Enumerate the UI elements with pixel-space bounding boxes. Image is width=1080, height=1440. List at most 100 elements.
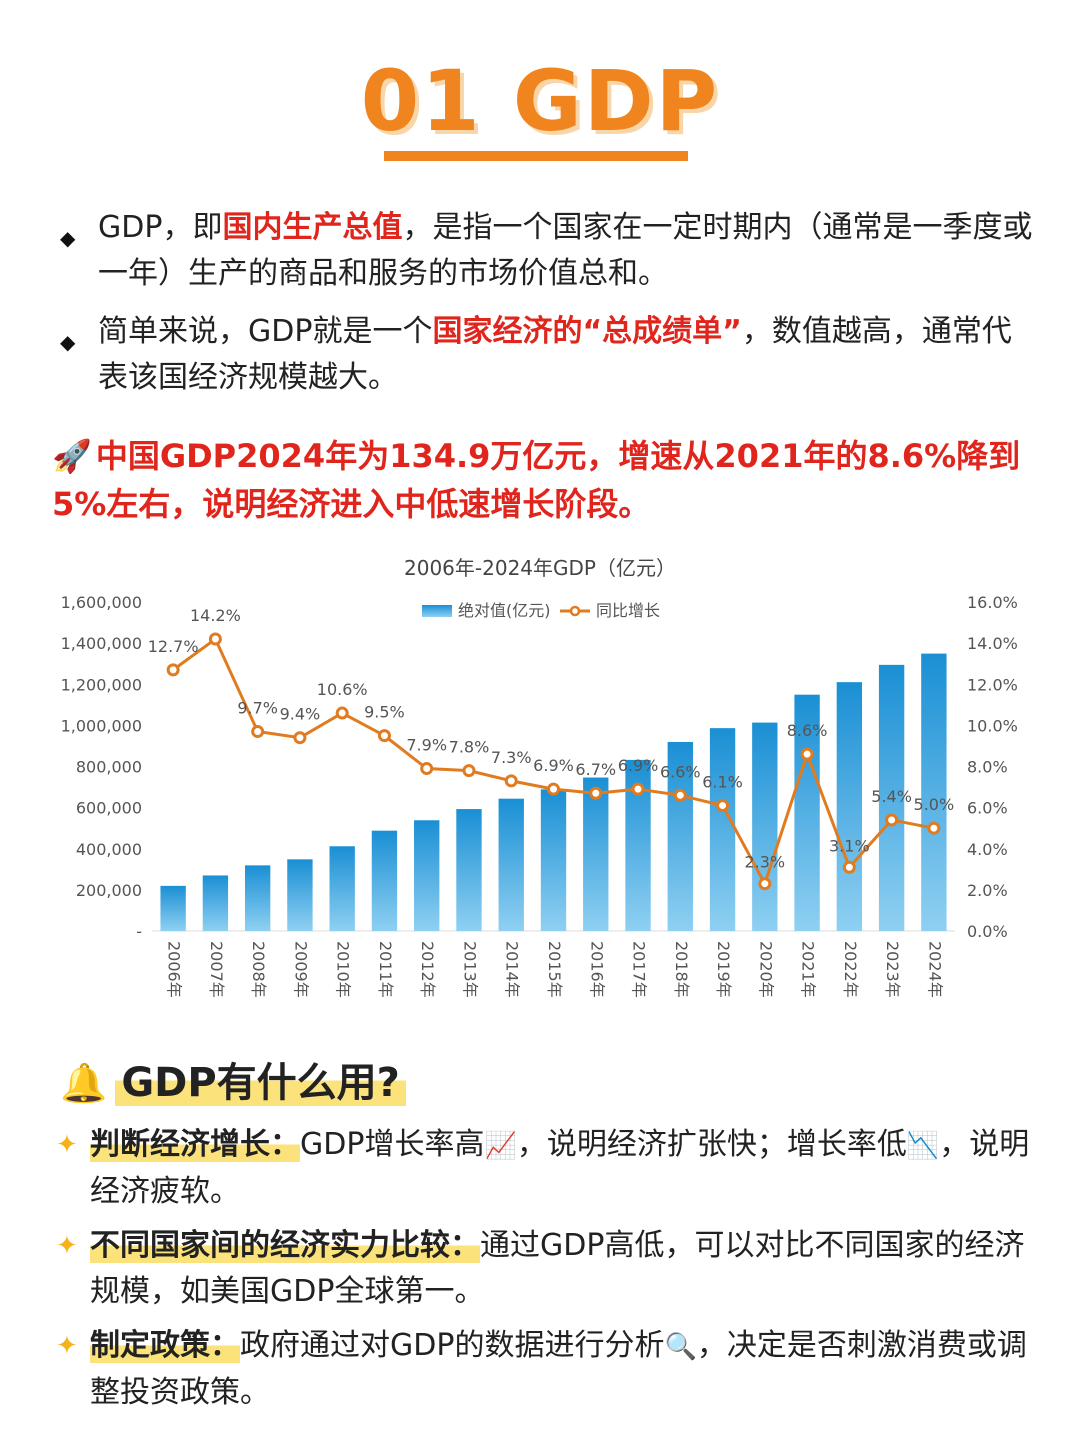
gdp-bar xyxy=(794,694,820,931)
growth-point xyxy=(293,731,307,745)
legend-line-marker xyxy=(569,605,581,617)
sparkle-icon: ✦ xyxy=(56,1130,78,1160)
intro-text: GDP，即 xyxy=(98,210,223,245)
growth-data-label: 14.2% xyxy=(190,606,241,625)
y-left-tick-label: - xyxy=(136,922,142,941)
growth-data-label: 7.8% xyxy=(449,738,490,757)
x-tick-label: 2014年 xyxy=(503,941,522,998)
growth-point xyxy=(842,860,856,874)
key-fact: 🚀 中国GDP2024年为134.9万亿元，增速从2021年的8.6%降到5%左右… xyxy=(52,432,1032,528)
growth-point xyxy=(885,813,899,827)
use-text: GDP增长率高 xyxy=(300,1127,485,1162)
x-tick-label: 2007年 xyxy=(207,941,226,998)
y-right-tick-label: 4.0% xyxy=(967,840,1008,859)
y-left-tick-label: 1,600,000 xyxy=(61,593,142,612)
legend-bar-label: 绝对值(亿元) xyxy=(458,601,551,620)
growth-point xyxy=(800,747,814,761)
gdp-bar xyxy=(329,846,355,931)
use-label: 制定政策： xyxy=(90,1328,240,1363)
gdp-bar xyxy=(371,830,398,931)
gdp-bar xyxy=(921,653,947,931)
y-right-tick-label: 2.0% xyxy=(967,881,1008,900)
y-left-tick-label: 800,000 xyxy=(76,758,142,777)
use-text: 通过GDP高低，可以对比不同国家的经济规模，如美国GDP全球第一。 xyxy=(90,1228,1025,1309)
gdp-chart: 2006年-2024年GDP（亿元） - 200,000 400,000 600,000… xyxy=(61,556,1018,998)
y-right-tick-label: 6.0% xyxy=(967,799,1008,818)
x-tick-label: 2023年 xyxy=(883,941,902,998)
intro-item: ◆ GDP，即国内生产总值，是指一个国家在一定时期内（通常是一季度或一年）生产的… xyxy=(60,205,1040,297)
growth-data-label: 8.6% xyxy=(787,721,828,740)
growth-data-label: 7.9% xyxy=(406,736,447,755)
x-tick-label: 2008年 xyxy=(249,941,268,998)
key-fact-text: 中国GDP2024年为134.9万亿元，增速从2021年的8.6%降到5%左右，… xyxy=(52,437,1021,523)
intro-item: ◆ 简单来说，GDP就是一个国家经济的“总成绩单”，数值越高，通常代表该国经济规… xyxy=(60,309,1040,401)
growth-point xyxy=(631,782,645,796)
y-right-tick-label: 8.0% xyxy=(967,758,1008,777)
growth-data-label: 5.0% xyxy=(914,795,955,814)
title-underline xyxy=(384,151,688,161)
y-left-tick-label: 600,000 xyxy=(76,799,142,818)
y-right-tick-label: 16.0% xyxy=(967,593,1018,612)
x-tick-label: 2019年 xyxy=(714,941,733,998)
sparkle-icon: ✦ xyxy=(56,1231,78,1261)
y-right-tick-label: 12.0% xyxy=(967,675,1018,694)
uses-title: GDP有什么用? xyxy=(115,1060,406,1106)
x-tick-label: 2021年 xyxy=(799,941,818,998)
gdp-bar xyxy=(498,798,524,931)
growth-data-label: 6.9% xyxy=(533,756,574,775)
x-tick-label: 2009年 xyxy=(291,941,310,998)
x-tick-label: 2015年 xyxy=(545,941,564,998)
gdp-bar xyxy=(878,664,905,931)
gdp-bar xyxy=(752,722,778,931)
growth-point xyxy=(462,764,476,778)
y-right-tick-label: 14.0% xyxy=(967,634,1018,653)
x-tick-label: 2016年 xyxy=(587,941,606,998)
x-tick-label: 2010年 xyxy=(334,941,353,998)
intro-list: ◆ GDP，即国内生产总值，是指一个国家在一定时期内（通常是一季度或一年）生产的… xyxy=(60,205,1040,413)
growth-point xyxy=(377,729,391,743)
x-tick-label: 2011年 xyxy=(376,941,395,998)
page-title: 01 GDP xyxy=(360,52,720,150)
gdp-bar xyxy=(202,875,229,931)
gdp-bar xyxy=(414,820,440,931)
use-text: ，决定是否刺激消费或调整投资政策。 xyxy=(90,1328,1027,1410)
chart-increasing-icon: 📈 xyxy=(484,1131,517,1161)
use-item: ✦ 判断经济增长：GDP增长率高📈，说明经济扩张快；增长率低📉，说明经济疲软。 xyxy=(56,1122,1036,1215)
use-label: 不同国家间的经济实力比较： xyxy=(90,1228,480,1263)
use-text: ，说明经济扩张快；增长率低 xyxy=(516,1127,907,1162)
y-left-tick-label: 200,000 xyxy=(76,881,142,900)
growth-point xyxy=(547,782,560,796)
growth-data-label: 6.1% xyxy=(702,773,743,792)
growth-point xyxy=(335,706,349,720)
x-tick-label: 2012年 xyxy=(418,941,437,998)
growth-point xyxy=(504,774,518,788)
y-left-tick-label: 400,000 xyxy=(76,840,142,859)
growth-point xyxy=(716,799,730,813)
gdp-bar xyxy=(667,741,693,931)
growth-data-label: 6.9% xyxy=(618,756,659,775)
gdp-bar xyxy=(456,809,482,931)
gdp-bar xyxy=(583,777,609,931)
intro-text: ，数值越高，通常代表该国经济规模越大。 xyxy=(98,314,1012,395)
y-left-tick-label: 1,200,000 xyxy=(61,675,142,694)
bell-icon: 🔔 xyxy=(60,1061,108,1105)
chart-decreasing-icon: 📉 xyxy=(906,1131,940,1161)
x-tick-label: 2018年 xyxy=(672,941,691,998)
intro-emphasis: 国家经济的“总成绩单” xyxy=(432,314,742,349)
growth-data-label: 6.6% xyxy=(660,762,701,781)
gdp-bar xyxy=(540,789,567,931)
intro-text: 简单来说，GDP就是一个 xyxy=(98,314,433,349)
sparkle-icon: ✦ xyxy=(56,1331,78,1361)
rocket-icon: 🚀 xyxy=(52,437,92,475)
growth-data-label: 12.7% xyxy=(148,637,199,656)
y-left-tick-label: 1,400,000 xyxy=(61,634,142,653)
gdp-bar xyxy=(287,859,313,931)
magnifier-icon: 🔍 xyxy=(664,1332,697,1362)
growth-data-label: 3.1% xyxy=(829,836,870,855)
growth-point xyxy=(208,632,222,646)
legend-line-label: 同比增长 xyxy=(596,601,660,620)
growth-data-label: 9.4% xyxy=(280,705,321,724)
growth-point xyxy=(673,788,687,802)
gdp-bar xyxy=(836,682,863,931)
y-right-tick-label: 0.0% xyxy=(967,922,1008,941)
